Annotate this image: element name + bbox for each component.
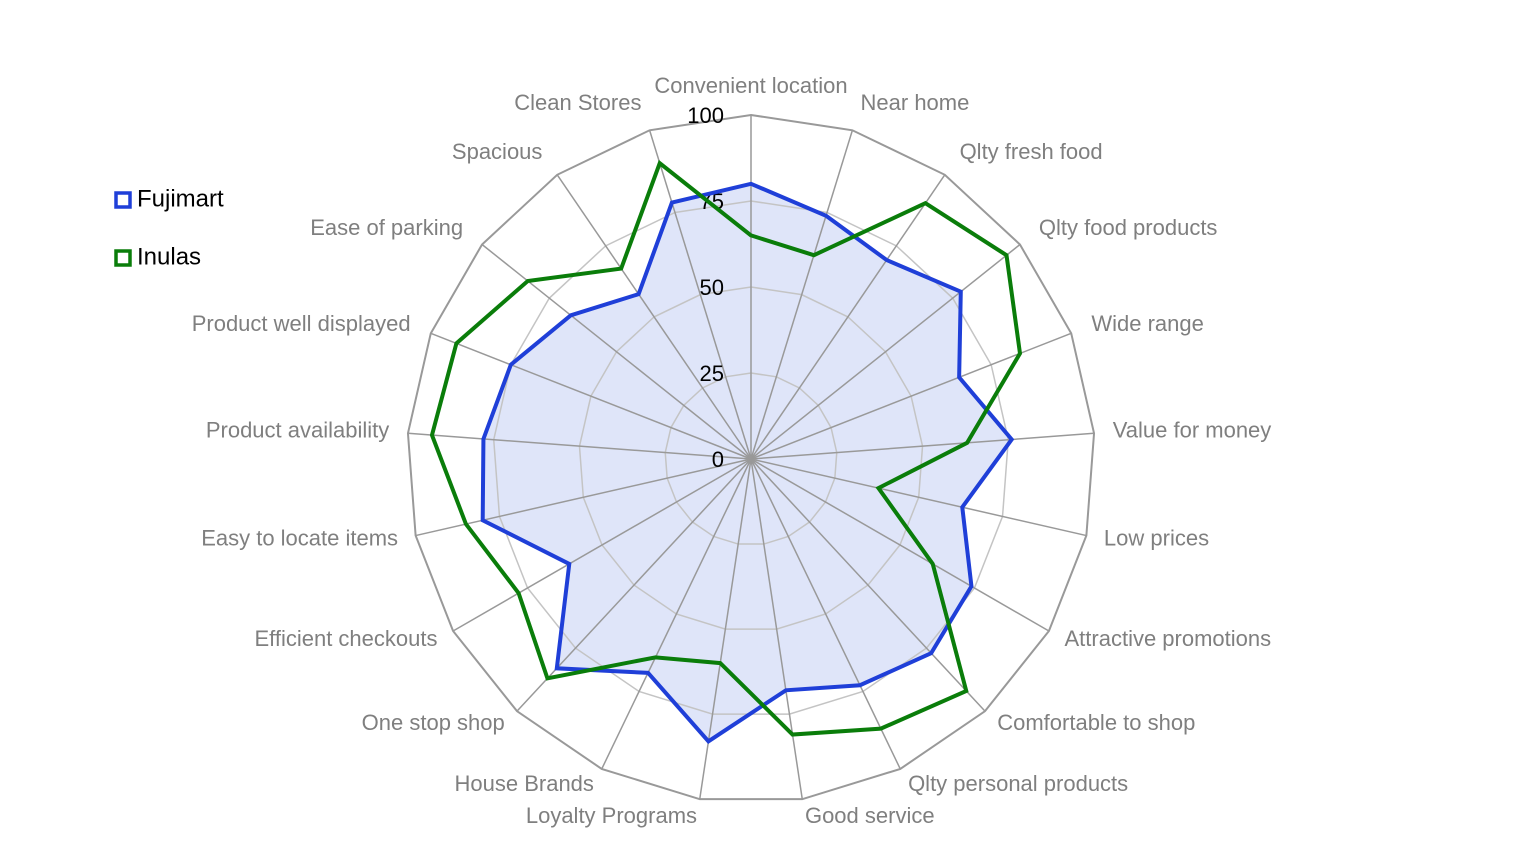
category-label: Comfortable to shop (997, 710, 1195, 735)
spoke (750, 458, 804, 800)
category-label: Product well displayed (192, 311, 411, 336)
category-label: Efficient checkouts (254, 626, 437, 651)
legend-label: Fujimart (137, 185, 224, 212)
category-label: House Brands (455, 771, 594, 796)
spoke (407, 432, 752, 460)
legend-label: Inulas (137, 243, 201, 270)
spoke (452, 458, 752, 632)
spoke (750, 458, 1087, 537)
category-label: Loyalty Programs (526, 803, 697, 828)
tick-label: 25 (700, 361, 724, 386)
category-label: Near home (861, 90, 970, 115)
category-label: Qlty food products (1039, 215, 1218, 240)
series-line (429, 159, 1023, 737)
category-label: Attractive promotions (1065, 626, 1272, 651)
spoke (430, 332, 752, 460)
grid-ring (578, 286, 924, 630)
category-label: Qlty fresh food (960, 139, 1103, 164)
spoke (750, 243, 1021, 460)
spoke (648, 130, 752, 460)
category-label: Convenient location (654, 73, 847, 98)
spoke (415, 458, 752, 537)
category-label: Low prices (1104, 525, 1209, 550)
spoke (750, 432, 1095, 460)
grid-ring (664, 372, 838, 545)
category-label: One stop shop (362, 710, 505, 735)
spoke (750, 458, 901, 770)
category-label: Product availability (206, 418, 389, 443)
category-label: Easy to locate items (201, 525, 398, 550)
category-label: Clean Stores (514, 90, 641, 115)
spoke (750, 458, 1050, 632)
spoke (556, 174, 752, 460)
series-line (480, 181, 1015, 744)
tick-label: 0 (712, 447, 724, 472)
spoke (750, 458, 986, 712)
category-label: Qlty personal products (908, 771, 1128, 796)
category-label: Ease of parking (310, 215, 463, 240)
spoke (750, 174, 946, 460)
legend-swatch (114, 191, 132, 209)
grid-ring (406, 113, 1096, 801)
spoke (601, 458, 752, 770)
spoke (750, 130, 854, 460)
legend-swatch (114, 249, 132, 267)
tick-label: 50 (700, 275, 724, 300)
tick-label: 100 (687, 103, 724, 128)
category-label: Wide range (1091, 311, 1204, 336)
category-label: Value for money (1113, 418, 1272, 443)
category-label: Spacious (452, 139, 543, 164)
category-label: Good service (805, 803, 935, 828)
